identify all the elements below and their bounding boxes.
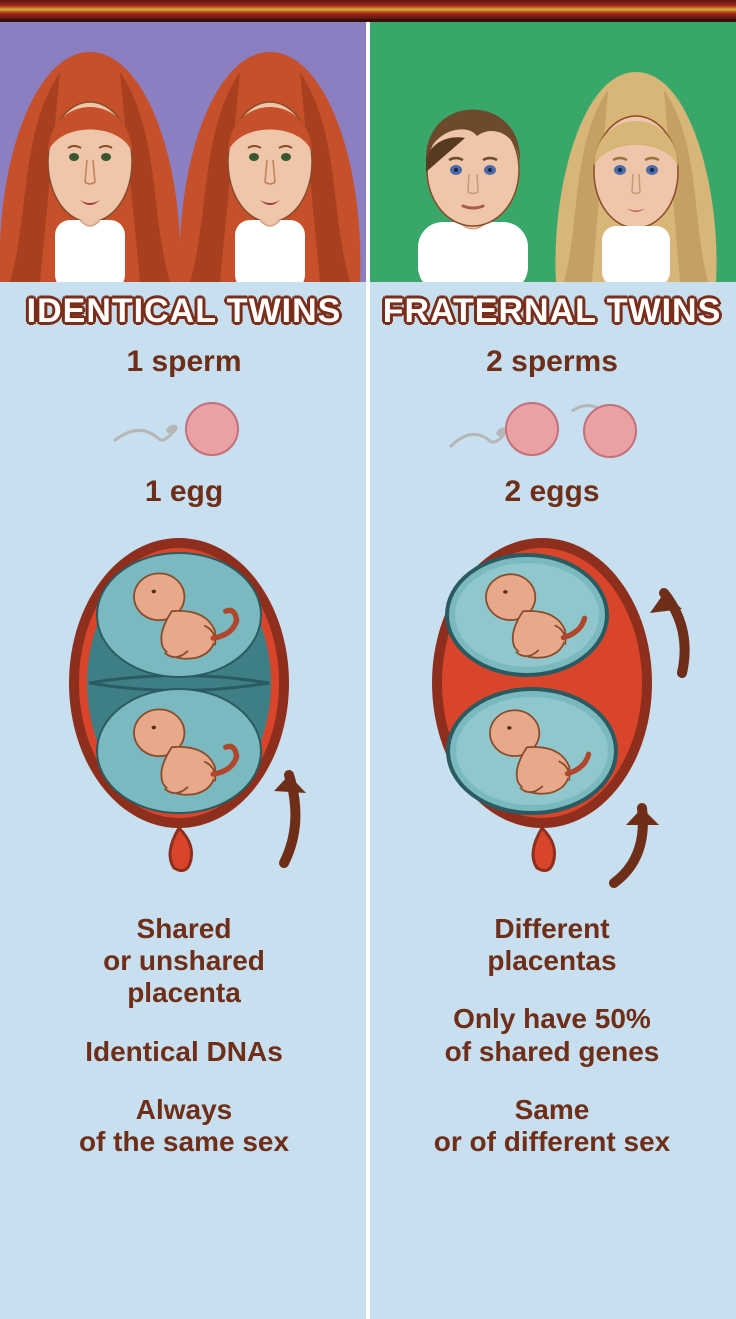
identical-title: IDENTICAL TWINS: [27, 292, 342, 331]
fraternal-placenta-text: Different placentas: [487, 913, 616, 977]
fraternal-sex-text: Same or of different sex: [434, 1094, 670, 1158]
fraternal-dna-text: Only have 50% of shared genes: [445, 1003, 660, 1067]
identical-dna-text: Identical DNAs: [85, 1036, 283, 1068]
fraternal-egg-label: 2 eggs: [504, 475, 599, 509]
fraternal-twins-illustration: [368, 22, 736, 282]
fraternal-column: FRATERNAL TWINS 2 sperms 2 eggs: [368, 22, 736, 1297]
identical-twins-illustration: [0, 22, 368, 282]
top-decorative-border: [0, 0, 736, 22]
identical-womb-diagram: [0, 523, 368, 893]
identical-egg-diagram: [84, 391, 284, 461]
fraternal-womb-diagram: [368, 523, 736, 893]
fraternal-portrait: [368, 22, 736, 282]
identical-portrait: [0, 22, 368, 282]
identical-sex-text: Always of the same sex: [79, 1094, 289, 1158]
identical-sperm-label: 1 sperm: [126, 345, 241, 379]
identical-column: IDENTICAL TWINS 1 sperm 1 egg: [0, 22, 368, 1297]
identical-egg-label: 1 egg: [145, 475, 223, 509]
identical-placenta-text: Shared or unshared placenta: [103, 913, 265, 1010]
fraternal-title: FRATERNAL TWINS: [383, 292, 722, 331]
fraternal-egg-diagram: [432, 391, 672, 461]
fraternal-sperm-label: 2 sperms: [486, 345, 618, 379]
